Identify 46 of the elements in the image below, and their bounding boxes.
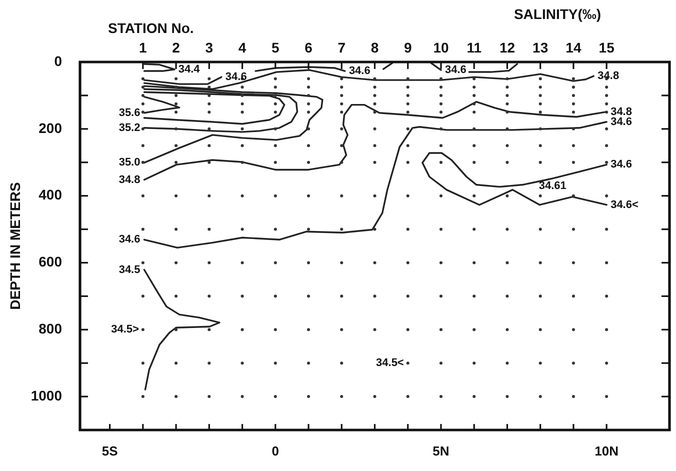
annotation: 34.6	[610, 116, 632, 128]
annotation: 34.6	[225, 71, 247, 84]
x2-tick-label: 10	[433, 39, 449, 56]
annotation: 35.6	[118, 106, 140, 119]
annotation: 34.8	[610, 106, 632, 118]
x-tick-label: 5N	[432, 443, 450, 458]
x2-tick-label: 7	[338, 39, 346, 56]
x2-tick-label: 13	[532, 39, 548, 56]
annotation: 34.6<	[610, 198, 638, 211]
x-tick-label: 5S	[102, 443, 118, 458]
y-tick-label: 600	[38, 254, 62, 270]
annotation: 34.5>	[111, 324, 139, 336]
x2-tick-label: 15	[598, 39, 615, 56]
y-tick-label: 200	[38, 120, 62, 136]
annotation: 35.0	[118, 156, 140, 169]
x2-tick-label: 3	[205, 39, 214, 56]
chart-title: SALINITY(‰)	[514, 6, 602, 22]
annotation: 34.5<	[376, 357, 404, 370]
y-tick-label: 0	[54, 52, 62, 69]
x2-tick-label: 4	[238, 39, 246, 56]
y-tick-label: 400	[38, 186, 62, 203]
annotation: 35.2	[118, 122, 140, 134]
x2-tick-label: 14	[566, 39, 582, 56]
y-tick-label: 1000	[30, 387, 62, 404]
x2-tick-label: 12	[499, 39, 516, 56]
annotation: 34.6	[348, 65, 370, 78]
annotation: 34.8	[118, 174, 140, 186]
annotation: 34.6	[444, 64, 466, 76]
annotation: 34.61	[538, 180, 566, 192]
x-tick-label: 0	[272, 443, 280, 458]
x2-tick-label: 11	[466, 39, 482, 56]
annotation: 34.5	[118, 264, 140, 276]
annotation: 34.4	[178, 63, 201, 76]
x2-tick-label: 9	[404, 39, 412, 56]
annotation: 34.6	[610, 158, 632, 171]
y-axis-title: DEPTH IN METERS	[6, 182, 23, 310]
x2-tick-label: 1	[139, 39, 148, 56]
y-tick-label: 800	[38, 320, 62, 336]
annotation: 34.6	[118, 234, 140, 246]
annotation: 34.8	[598, 70, 620, 82]
x2-tick-label: 6	[304, 39, 313, 56]
x-tick-label: 10N	[594, 443, 619, 458]
x2-tick-label: 8	[370, 39, 379, 56]
x2-axis-title: STATION No.	[108, 20, 194, 36]
x2-tick-label: 2	[172, 39, 180, 56]
x2-tick-label: 5	[272, 39, 280, 56]
